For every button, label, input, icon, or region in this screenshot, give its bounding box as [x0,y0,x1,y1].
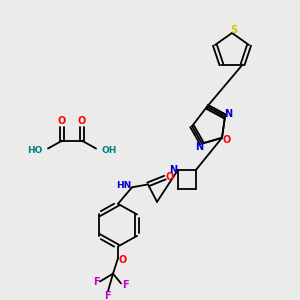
Text: N: N [169,165,177,175]
Text: O: O [119,255,127,265]
Text: O: O [58,116,66,126]
Text: F: F [122,280,128,290]
Text: S: S [230,25,238,35]
Text: OH: OH [102,146,117,155]
Text: HO: HO [27,146,42,155]
Text: N: N [195,142,203,152]
Text: N: N [224,109,232,118]
Text: O: O [223,135,231,145]
Text: F: F [93,278,99,287]
Text: O: O [78,116,86,126]
Text: O: O [166,172,174,182]
Text: F: F [104,291,110,300]
Text: HN: HN [116,181,132,190]
